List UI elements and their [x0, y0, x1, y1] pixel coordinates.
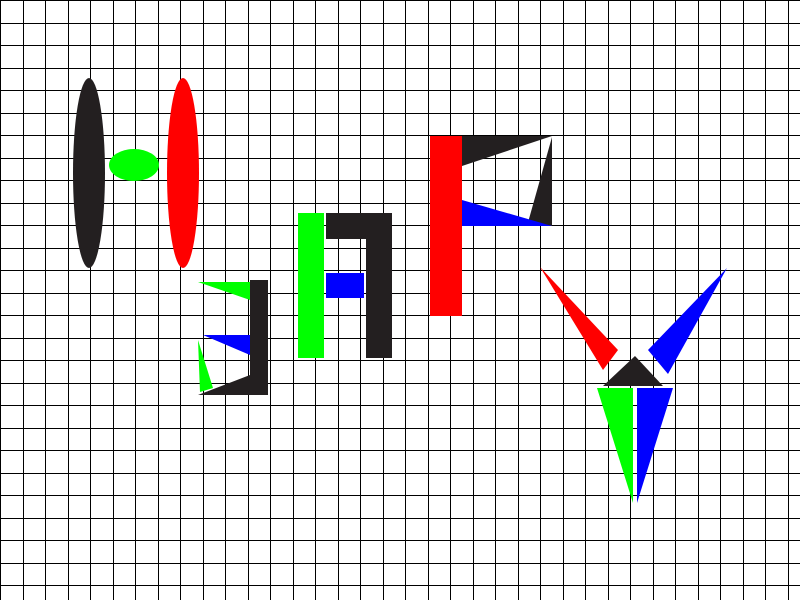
black-right-triangle: [527, 137, 552, 226]
green-triangle-top: [198, 282, 250, 300]
green-bar: [298, 213, 324, 358]
red-spike: [540, 267, 618, 370]
blue-block: [326, 273, 364, 298]
black-right-bar: [366, 213, 392, 358]
blue-triangle-middle: [203, 335, 250, 355]
green-ellipse: [109, 149, 159, 181]
black-small-triangle: [603, 356, 663, 386]
blue-lower-triangle-right: [637, 388, 673, 503]
green-lower-triangle: [597, 388, 633, 503]
black-top-triangle: [462, 136, 552, 166]
black-ellipse: [73, 78, 105, 268]
blue-lower-triangle: [462, 200, 552, 226]
green-triangle-bottom: [198, 340, 213, 392]
red-ellipse: [167, 78, 199, 268]
blue-spike: [648, 268, 727, 374]
black-e-shape: [198, 280, 268, 395]
red-vertical-bar: [430, 136, 462, 316]
